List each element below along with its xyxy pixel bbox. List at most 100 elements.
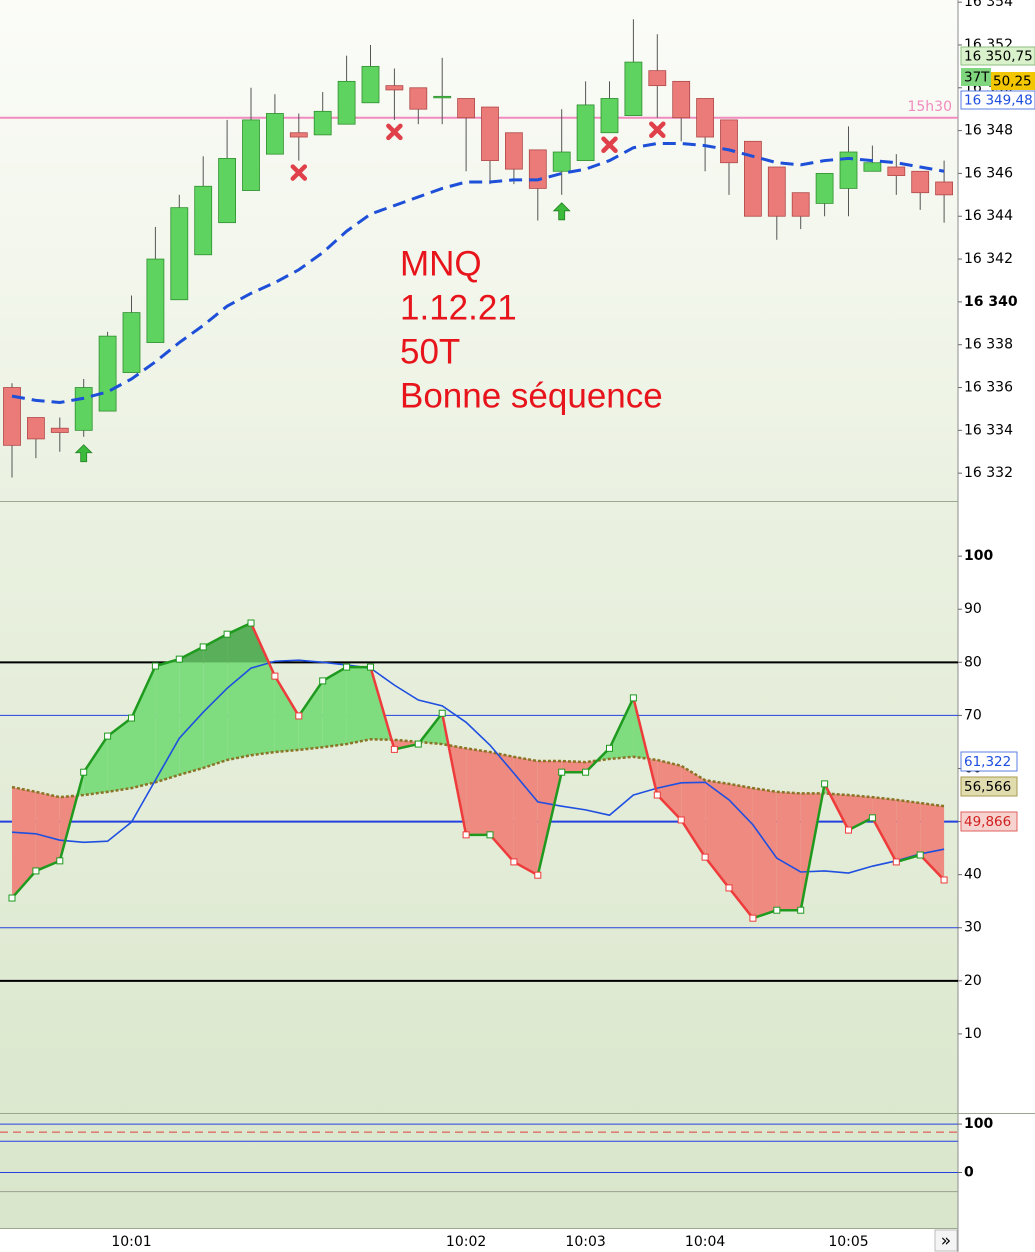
fill-area	[322, 667, 347, 748]
fill-area	[872, 797, 897, 862]
fill-area	[490, 752, 514, 862]
candle-body	[863, 162, 882, 172]
oscillator-segment	[440, 713, 468, 836]
oscillator-point	[845, 826, 852, 834]
candle-body	[767, 166, 786, 217]
oscillator-point	[56, 857, 64, 865]
candle-body	[457, 98, 476, 119]
plot-layer: 15h30	[0, 19, 958, 1193]
y-tick-label: 16 354	[964, 0, 1013, 10]
fill-area	[561, 761, 586, 773]
axis-background	[958, 0, 1035, 1252]
candle-body	[218, 158, 237, 224]
oscillator-segment	[584, 747, 611, 774]
buy-signal	[74, 444, 93, 463]
fill-area	[107, 718, 132, 792]
oscillator-point	[725, 884, 733, 892]
fill-area	[752, 788, 777, 919]
oscillator-point	[32, 867, 40, 875]
candle-body	[720, 119, 738, 164]
tag-box	[960, 776, 1018, 797]
oscillator-point	[510, 858, 518, 866]
price-tag: 16 350,75	[964, 49, 1033, 65]
oscillator-segment	[394, 742, 419, 751]
y-tick-label: 16 344	[964, 208, 1013, 224]
oscillator-segment	[895, 853, 921, 864]
candle-body	[337, 80, 356, 125]
candle-body	[600, 98, 619, 134]
annotation: Bonne séquence	[400, 376, 663, 415]
oscillator-point	[295, 712, 303, 720]
horizontal-line-label: 15h30	[907, 99, 952, 115]
oscillator-point	[343, 663, 351, 671]
buy-signal	[552, 202, 571, 221]
sell-signal	[649, 121, 666, 139]
fill-area	[776, 791, 801, 911]
sell-signal	[290, 164, 308, 181]
oscillator-point	[151, 662, 159, 670]
candle-body	[385, 85, 404, 91]
oscillator-point	[582, 768, 590, 776]
candle-body	[648, 70, 667, 87]
price-tag: 37T	[964, 70, 990, 86]
y-tick-label: 70	[964, 707, 982, 723]
oscillator-segment	[226, 621, 252, 636]
candle-body	[409, 87, 428, 110]
fill-area	[681, 765, 706, 858]
candle-body	[481, 106, 499, 161]
oscillator-segment	[130, 665, 157, 719]
candle-body	[672, 80, 691, 119]
moving-average	[11, 141, 945, 405]
scroll-button[interactable]	[934, 1229, 958, 1252]
oscillator-point	[247, 619, 255, 627]
candle-body	[170, 207, 189, 301]
y-tick-label: 16 332	[964, 465, 1013, 481]
oscillator-segment	[106, 717, 133, 738]
tag-box	[961, 68, 991, 86]
oscillator-point	[414, 740, 422, 748]
fill-area	[274, 676, 299, 753]
candle-body	[887, 166, 906, 176]
value-tag: 56,566	[964, 779, 1011, 795]
candle-body	[50, 427, 69, 433]
oscillator-segment	[680, 819, 707, 858]
oscillator-segment	[536, 771, 563, 876]
oscillator-point	[462, 831, 470, 839]
fill-area	[83, 736, 108, 796]
y-tick-label: 90	[964, 601, 982, 617]
fill-area	[227, 623, 251, 663]
y-tick-label: 0	[964, 1165, 974, 1181]
fill-area	[346, 667, 371, 745]
oscillator-segment	[273, 675, 300, 717]
fill-area	[705, 780, 729, 888]
oscillator-segment	[178, 645, 204, 661]
time-axis-background	[0, 1228, 958, 1252]
signal-line	[11, 738, 945, 808]
scroll-button-label[interactable]: »	[941, 1231, 951, 1251]
oscillator-segment	[752, 909, 778, 920]
oscillator-point	[104, 732, 112, 740]
oscillator-point	[175, 655, 183, 663]
oscillator-point	[749, 914, 757, 922]
value-tag: 49,866	[964, 814, 1011, 830]
oscillator-segment	[417, 712, 444, 745]
candle-body	[576, 104, 595, 161]
oscillator-segment	[369, 666, 396, 750]
y-tick-label: 16 348	[964, 123, 1013, 139]
oscillator-segment	[297, 680, 324, 717]
oscillator-point	[438, 709, 446, 717]
candle-body	[433, 95, 452, 99]
oscillator-segment	[82, 735, 109, 773]
x-tick-label: 10:03	[565, 1234, 605, 1250]
y-tick-label: 20	[964, 973, 982, 989]
price-tag: 16 349,48	[964, 93, 1033, 109]
oscillator-point	[558, 768, 566, 776]
y-tick-label: 16 342	[964, 251, 1013, 267]
oscillator-point	[367, 663, 374, 671]
y-tick-label: 100	[964, 548, 993, 564]
oscillator-point	[940, 876, 948, 884]
oscillator-segment	[656, 794, 683, 821]
y-tick-label: 80	[964, 654, 982, 670]
